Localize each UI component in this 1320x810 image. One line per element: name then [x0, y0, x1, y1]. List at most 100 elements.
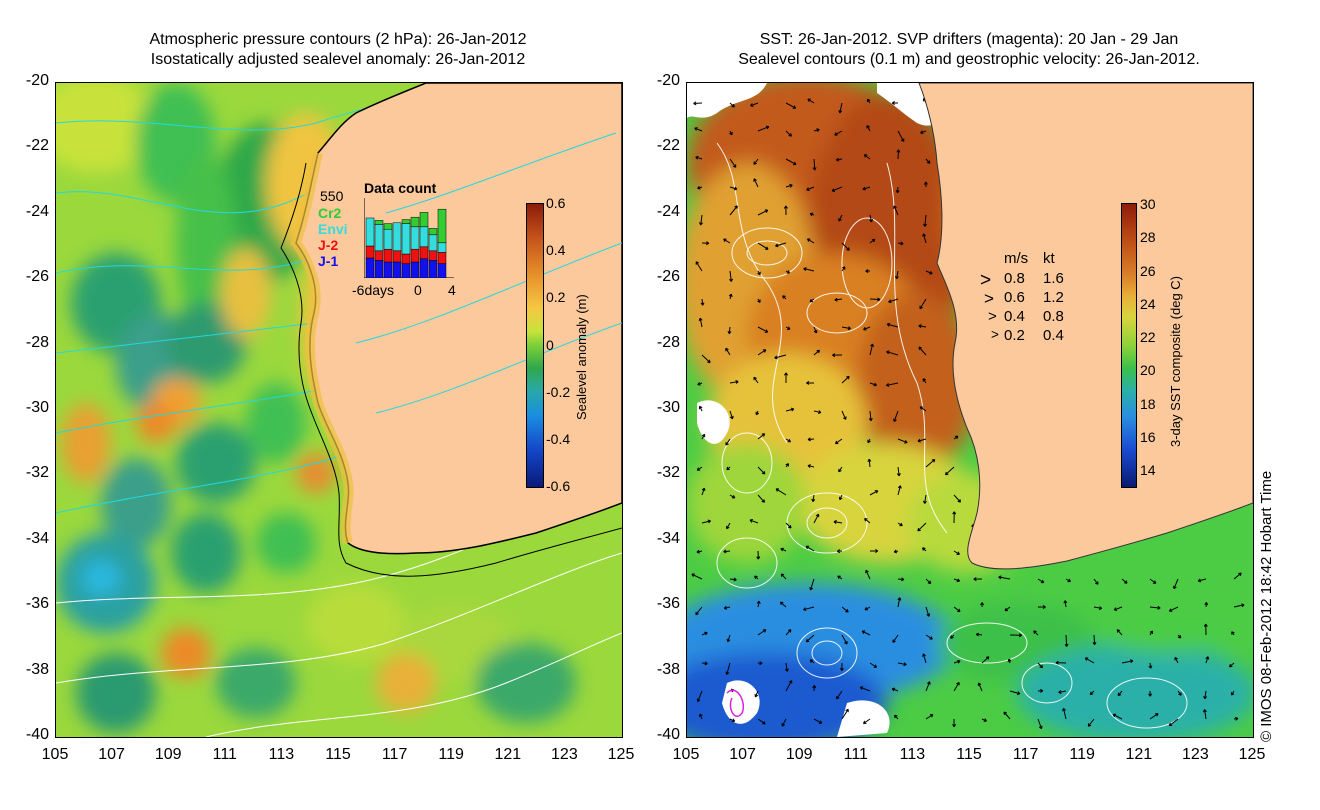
velocity-arrow [696, 549, 703, 554]
velocity-arrow [785, 102, 797, 109]
right-title-line1: SST: 26-Jan-2012. SVP drifters (magenta)… [759, 31, 1179, 48]
right-y-tick: -26 [656, 268, 680, 286]
left-y-tick: -40 [25, 726, 49, 743]
velocity-arrow [728, 293, 733, 300]
velocity-arrow [725, 438, 731, 446]
velocity-arrow [1174, 656, 1179, 664]
velocity-arrow [859, 686, 871, 692]
velocity-arrow [723, 238, 731, 244]
velocity-arrow [729, 410, 734, 420]
velocity-arrow [950, 634, 955, 639]
velocity-arrow [806, 238, 815, 244]
velocity-arrow [925, 270, 933, 275]
velocity-arrow [925, 714, 934, 720]
velocity-arrow [809, 298, 815, 303]
sealevel-anomaly-map[interactable] [55, 82, 623, 738]
velocity-arrow [953, 435, 959, 440]
sst-colorbar-tick: 20 [1140, 362, 1156, 379]
velocity-arrow [1121, 659, 1134, 664]
velocity-arrow [1168, 718, 1179, 727]
left-y-tick: -36 [25, 595, 49, 613]
data-count-xtick: 0 [414, 282, 422, 298]
right-x-tick: 105 [672, 746, 700, 763]
sst-colorbar-tick: 30 [1140, 196, 1156, 212]
velocity-arrow [785, 438, 792, 443]
velocity-arrow [1084, 657, 1095, 664]
velocity-arrow [1007, 658, 1012, 664]
velocity-arrow [729, 270, 734, 282]
velocity-arrow [893, 549, 899, 554]
velocity-arrow [696, 466, 703, 471]
data-count-max: 550 [320, 188, 344, 204]
velocity-arrow [785, 522, 792, 529]
velocity-arrow [895, 270, 899, 280]
velocity-arrow [779, 601, 787, 608]
velocity-arrow [891, 101, 899, 106]
velocity-arrow [1173, 578, 1179, 590]
velocity-arrow [809, 659, 815, 664]
velocity-arrow [754, 575, 759, 580]
velocity-arrow [812, 685, 817, 692]
sst-map[interactable] [686, 82, 1254, 738]
velocity-arrow [775, 488, 787, 496]
left-y-tick: -20 [25, 72, 49, 89]
velocity-arrow [897, 577, 905, 582]
velocity-arrow [1064, 634, 1069, 647]
velocity-arrow [694, 127, 703, 132]
velocity-arrow [806, 380, 815, 385]
velocity-arrow [998, 575, 1011, 580]
data-count-bar-envi [374, 224, 384, 252]
data-count-xtick: 4 [448, 282, 456, 298]
velocity-arrow [757, 466, 766, 475]
velocity-arrow [917, 522, 927, 532]
data-count-bar-envi [365, 217, 375, 247]
velocity-arrow [863, 154, 871, 160]
data-count-bar-j2 [365, 245, 375, 259]
australia-landmass-sst [918, 83, 1253, 570]
svp-drifter-track [726, 689, 744, 718]
velocity-arrow [923, 214, 927, 227]
sst-colorbar-tick: 16 [1140, 429, 1156, 446]
velocity-arrow [922, 547, 927, 552]
left-y-tick: -28 [25, 333, 49, 351]
data-count-bar-j2 [383, 248, 393, 263]
velocity-arrow [813, 349, 820, 356]
left-y-tick: -30 [25, 399, 49, 416]
velocity-arrow [1202, 709, 1207, 720]
velocity-arrow [701, 354, 711, 364]
velocity-arrow [697, 382, 703, 386]
geostrophic-velocity-arrows [691, 97, 1245, 730]
right-map-title: SST: 26-Jan-2012. SVP drifters (magenta)… [686, 30, 1252, 70]
velocity-arrow [897, 130, 905, 142]
sst-colorbar-tick: 24 [1140, 295, 1156, 312]
velocity-arrow [1116, 629, 1123, 636]
velocity-arrow [780, 547, 787, 552]
velocity-arrow [837, 575, 843, 580]
velocity-arrow [1037, 688, 1044, 693]
right-y-tick: -34 [656, 529, 680, 547]
velocity-arrow [1112, 713, 1123, 720]
data-count-bar-envi [410, 226, 420, 250]
velocity-arrow [1037, 578, 1045, 584]
data-count-bar-j1 [365, 257, 375, 278]
velocity-arrow [925, 158, 931, 164]
speed-value-kt: 1.6 [1043, 270, 1064, 287]
velocity-arrow [782, 295, 787, 300]
velocity-arrow [785, 326, 791, 330]
velocity-arrow [809, 578, 815, 591]
velocity-arrow [862, 186, 871, 191]
velocity-arrow [892, 634, 899, 643]
velocity-arrow [838, 466, 843, 473]
velocity-arrow [838, 494, 843, 501]
velocity-arrow [919, 298, 927, 310]
sst-colorbar-tick: 26 [1140, 262, 1156, 279]
velocity-arrow [841, 606, 849, 613]
velocity-arrow [785, 158, 797, 166]
velocity-arrow [952, 511, 957, 524]
velocity-arrow [1197, 578, 1207, 583]
velocity-arrow [896, 149, 901, 160]
velocity-arrow [925, 606, 931, 617]
sealevel-colorbar-tick: -0.2 [546, 383, 571, 400]
sst-colorbar-tick: 14 [1140, 462, 1156, 479]
left-x-tick: 125 [607, 746, 635, 763]
